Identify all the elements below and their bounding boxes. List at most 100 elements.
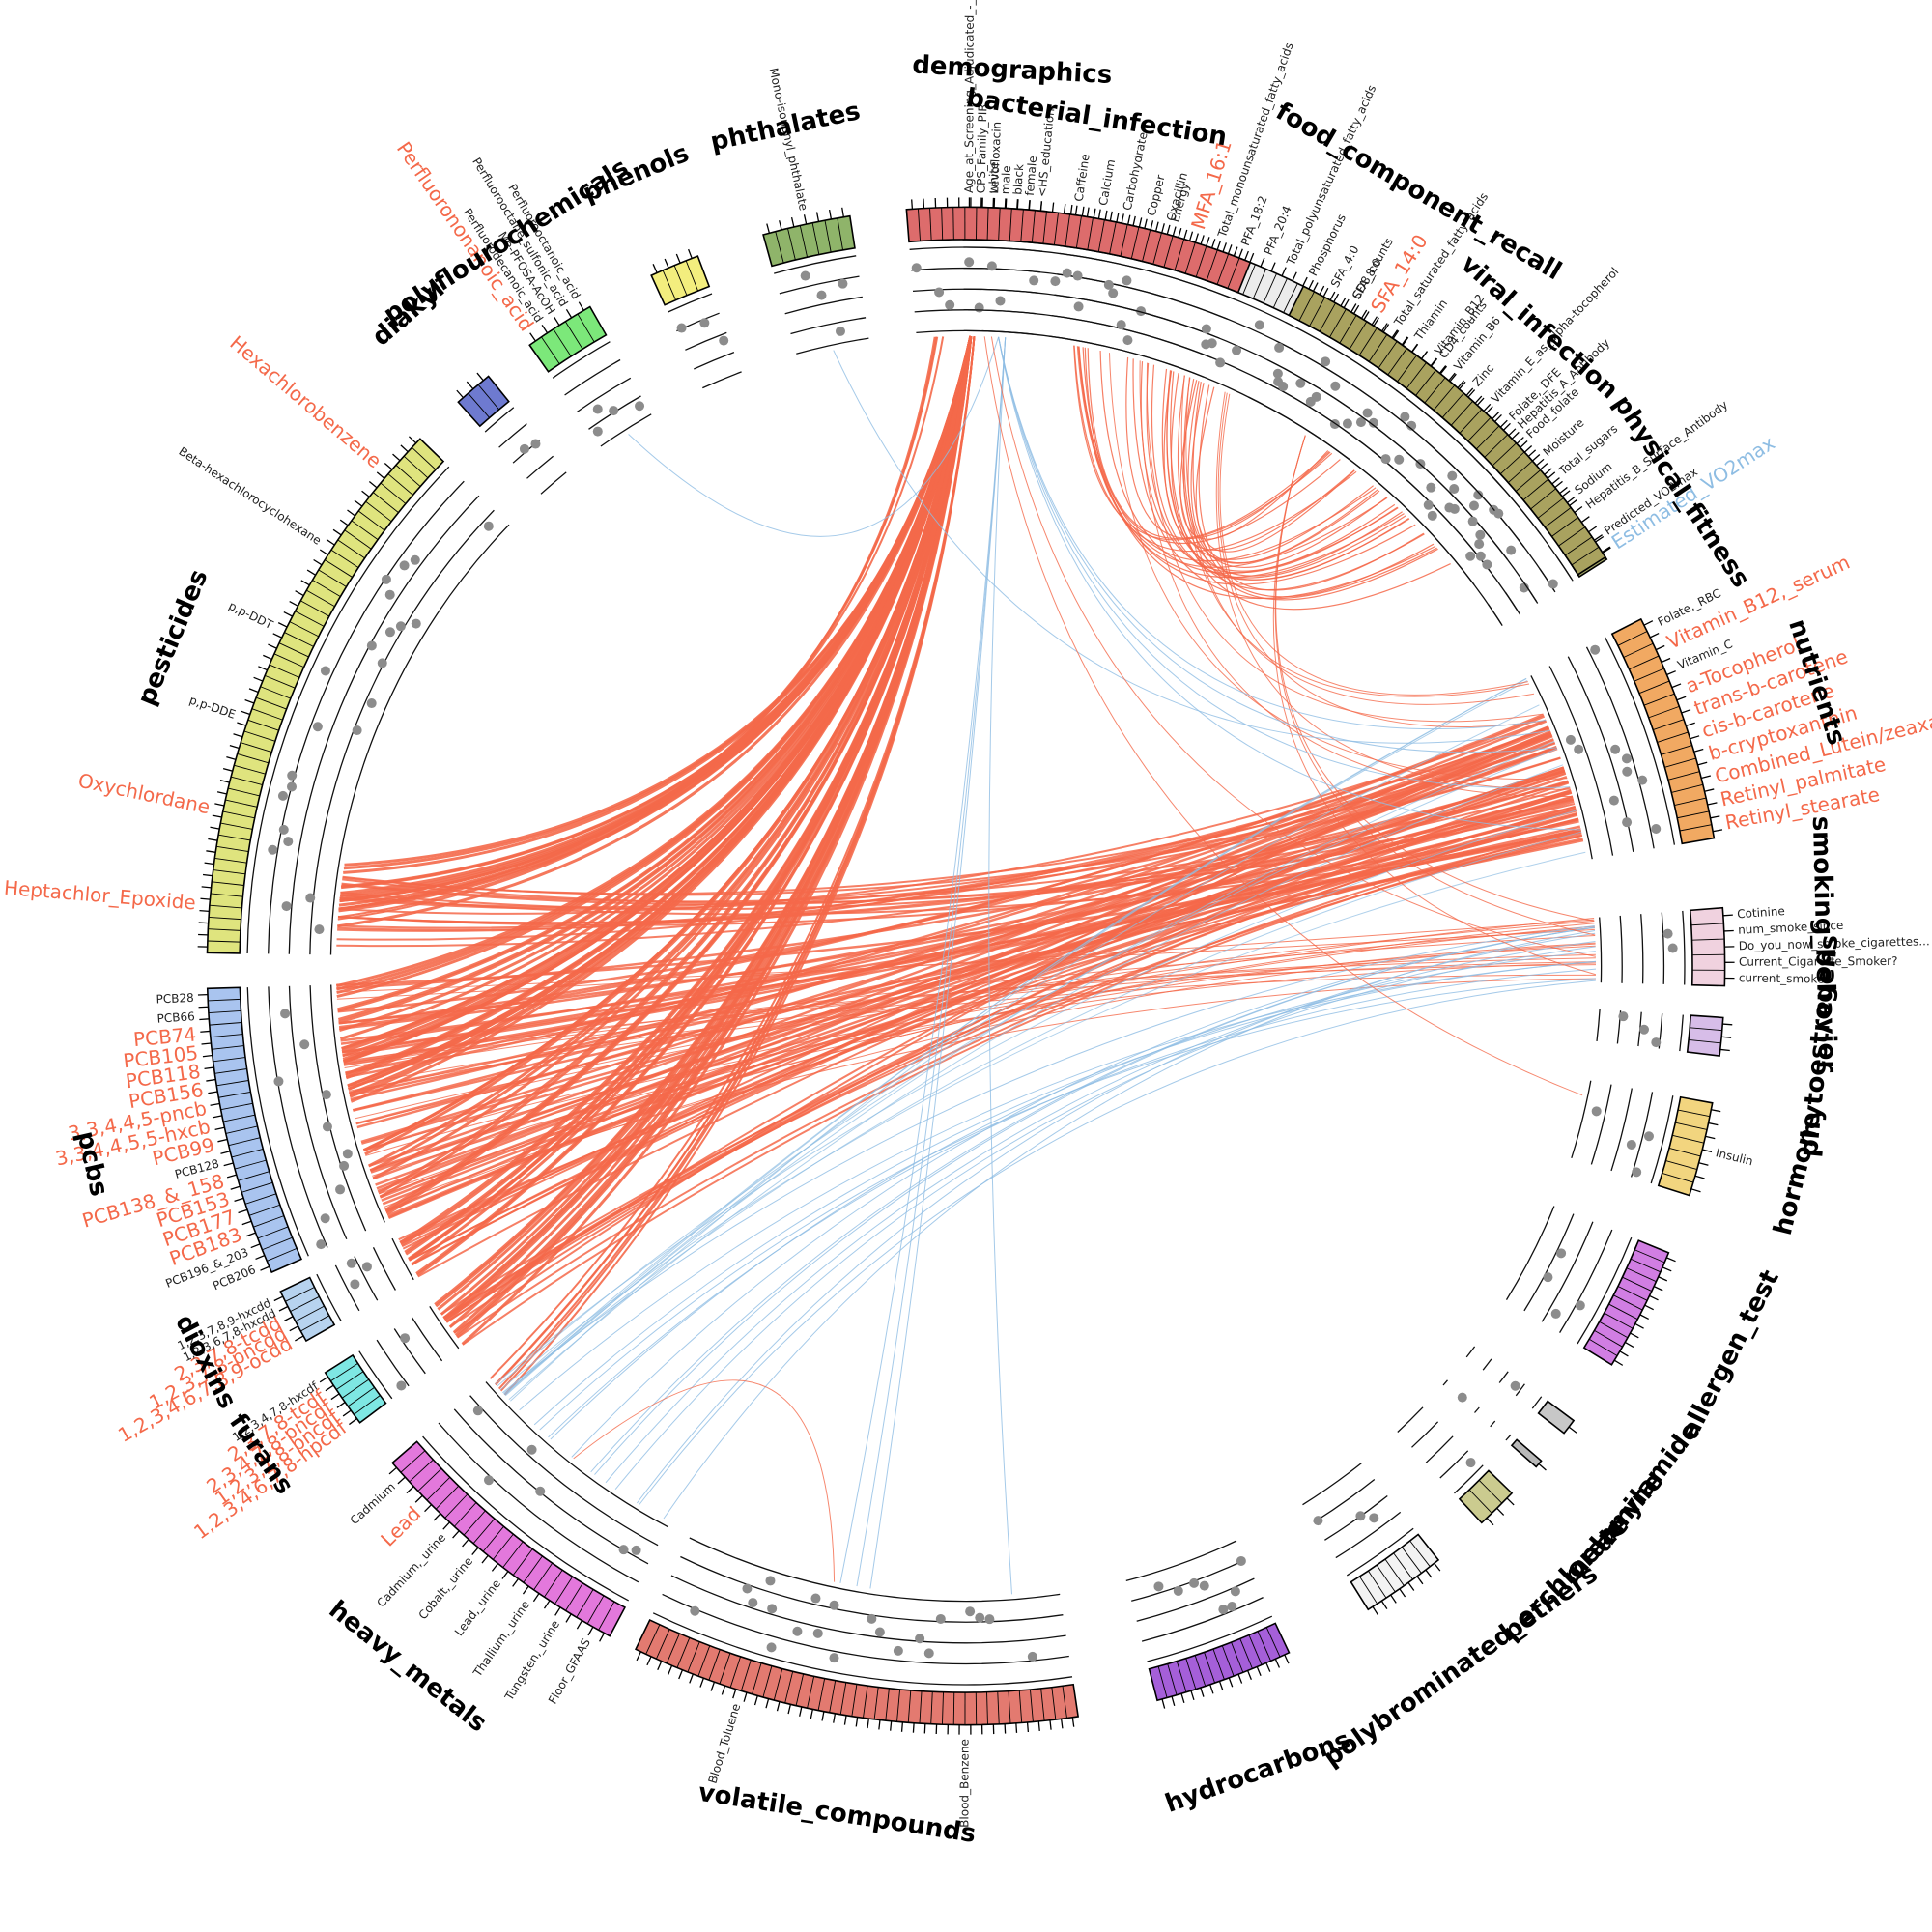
- bar-divider: [231, 776, 263, 785]
- bar-tick: [230, 1185, 241, 1190]
- track-ring: [1411, 1421, 1439, 1448]
- track-ring: [334, 1264, 360, 1312]
- correlation-link: [457, 828, 1581, 1339]
- bar-divider: [1401, 1547, 1422, 1574]
- track-point: [1108, 288, 1119, 298]
- bar-divider: [1617, 1286, 1648, 1301]
- bar-tick: [1492, 412, 1500, 420]
- bar-divider: [209, 1022, 242, 1026]
- bar-divider: [799, 225, 809, 258]
- bar-tick: [1238, 248, 1243, 259]
- bar-divider: [1387, 348, 1407, 376]
- bar-divider: [435, 1485, 460, 1510]
- group-label-smoking-behavior: smoking_behavior: [1806, 815, 1842, 1072]
- track-ring: [1141, 1597, 1264, 1642]
- track-point: [286, 781, 297, 792]
- bar-tick: [258, 666, 268, 671]
- bar-tick: [400, 444, 409, 453]
- track-point: [766, 1642, 777, 1653]
- correlation-link: [1078, 346, 1416, 585]
- bar-divider: [357, 510, 385, 531]
- bar-tick: [283, 611, 294, 617]
- bar-tick: [1588, 526, 1598, 533]
- bar-divider: [941, 207, 944, 241]
- track-ring: [329, 524, 510, 955]
- bar-divider: [220, 822, 253, 830]
- track-ring: [1515, 1383, 1525, 1397]
- track-point: [934, 287, 945, 298]
- variable-label: PCB74: [132, 1022, 197, 1051]
- bar-divider: [1163, 236, 1174, 268]
- bar-divider: [1152, 232, 1162, 265]
- track-point: [975, 1612, 985, 1623]
- bar-divider: [1545, 507, 1572, 528]
- bar-tick: [1127, 214, 1131, 225]
- bar-divider: [337, 539, 365, 559]
- track-ring: [1661, 912, 1665, 984]
- bar-tick: [255, 1255, 266, 1261]
- bar-tick: [1508, 428, 1517, 437]
- bar-tick: [1005, 198, 1008, 209]
- bar-divider: [773, 1668, 783, 1701]
- bar-tick: [923, 1723, 926, 1734]
- track-ring: [1490, 1420, 1496, 1428]
- correlation-link: [508, 764, 1564, 1401]
- bar-divider: [228, 787, 261, 797]
- bar-divider: [1358, 327, 1378, 356]
- track-point: [974, 302, 984, 313]
- bar-tick: [1465, 387, 1474, 396]
- bar-tick: [397, 1476, 406, 1485]
- bar-tick: [1698, 1162, 1709, 1166]
- correlation-link: [548, 968, 1597, 1438]
- bar-tick: [1686, 722, 1695, 726]
- track-ring: [309, 985, 367, 1232]
- bar-tick: [1049, 1719, 1052, 1730]
- bar-divider: [477, 384, 499, 411]
- bar-tick: [1643, 620, 1654, 626]
- track-point: [519, 443, 529, 454]
- correlation-link: [571, 926, 1595, 1458]
- correlation-link: [1170, 373, 1374, 560]
- variable-label: Copper: [1145, 174, 1168, 217]
- bar-divider: [896, 1689, 901, 1722]
- bar-tick: [1227, 244, 1233, 255]
- track-point: [361, 1262, 372, 1272]
- track-point: [829, 1600, 839, 1610]
- bar-tick: [636, 1651, 641, 1662]
- track-point: [915, 1634, 925, 1644]
- track-point: [1278, 382, 1289, 392]
- bar-divider: [1667, 771, 1700, 781]
- track-ring: [1285, 322, 1573, 580]
- bar-tick: [388, 1466, 397, 1475]
- bar-divider: [237, 753, 270, 764]
- bar-divider: [1378, 341, 1398, 369]
- variable-label: p,p-DDT: [226, 599, 275, 632]
- bar-divider: [210, 893, 243, 897]
- track-ring: [1257, 378, 1520, 613]
- track-point: [984, 1614, 995, 1625]
- track-point: [1027, 1651, 1037, 1662]
- track-point: [335, 1184, 346, 1195]
- bar-tick: [1430, 357, 1438, 367]
- variable-label: Blood_Benzene: [957, 1739, 971, 1828]
- track-ring: [268, 480, 465, 954]
- bar-divider: [417, 1467, 442, 1492]
- correlation-link: [998, 336, 1571, 789]
- bar-tick: [1026, 1721, 1030, 1733]
- bar-divider: [998, 208, 1001, 241]
- bar-tick: [766, 223, 771, 234]
- correlation-link: [499, 336, 976, 1392]
- bar-tick: [1467, 389, 1476, 398]
- track-point: [1637, 775, 1648, 785]
- track-point: [1394, 454, 1405, 465]
- bar-tick: [1702, 1149, 1713, 1153]
- correlation-link: [384, 943, 1596, 1211]
- track-ring: [429, 1306, 460, 1350]
- bar-tick: [241, 710, 251, 716]
- correlation-link: [856, 337, 1007, 1587]
- bar-divider: [1450, 400, 1473, 426]
- bar-divider: [1424, 377, 1446, 404]
- track-point: [280, 1009, 291, 1019]
- bar-divider: [400, 1450, 426, 1473]
- track-point: [395, 621, 406, 632]
